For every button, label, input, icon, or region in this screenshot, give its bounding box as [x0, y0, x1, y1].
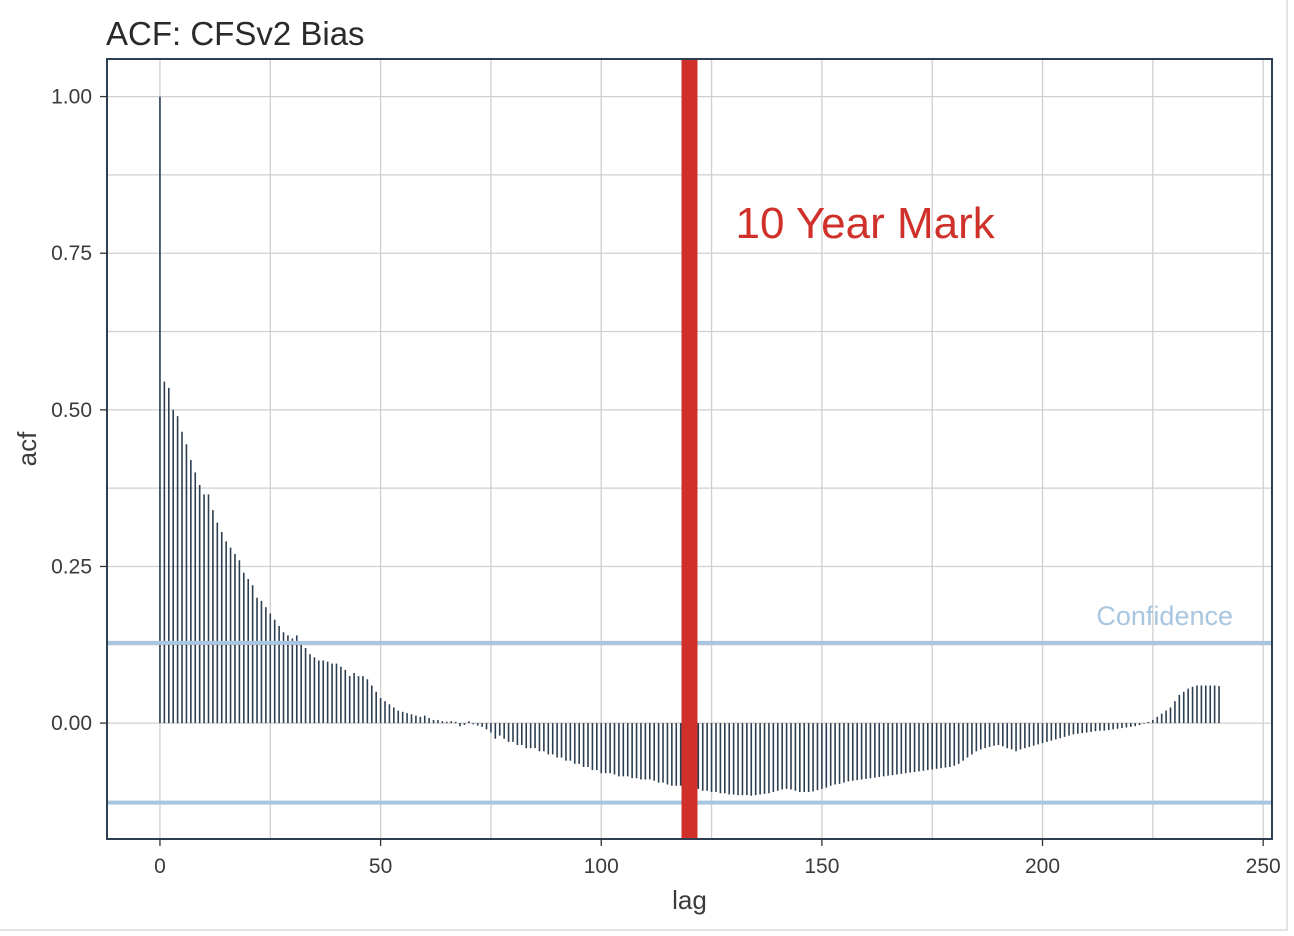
x-tick-label: 250 [1246, 855, 1281, 878]
y-tick-label: 1.00 [51, 86, 92, 109]
y-tick-label: 0.00 [51, 712, 92, 735]
x-tick-label: 50 [369, 855, 392, 878]
x-tick-label: 0 [154, 855, 166, 878]
y-tick-label: 0.75 [51, 242, 92, 265]
ten-year-label: 10 Year Mark [736, 199, 996, 248]
ten-year-marker: 10 Year Mark [681, 59, 996, 839]
x-tick-label: 100 [584, 855, 619, 878]
axis-ticks: 0 50 100 150 200 250 0.00 0.25 0.50 0.75 1.00 [51, 86, 1281, 878]
x-axis-label: lag [672, 885, 707, 915]
x-tick-label: 200 [1025, 855, 1060, 878]
y-tick-label: 0.50 [51, 399, 92, 422]
x-tick-label: 150 [804, 855, 839, 878]
confidence-label: Confidence [1096, 601, 1233, 631]
panel-border [106, 58, 1273, 840]
y-tick-label: 0.25 [51, 555, 92, 578]
chart-title: ACF: CFSv2 Bias [106, 15, 365, 52]
y-axis-label: acf [12, 431, 42, 466]
acf-bars [159, 96, 1220, 796]
